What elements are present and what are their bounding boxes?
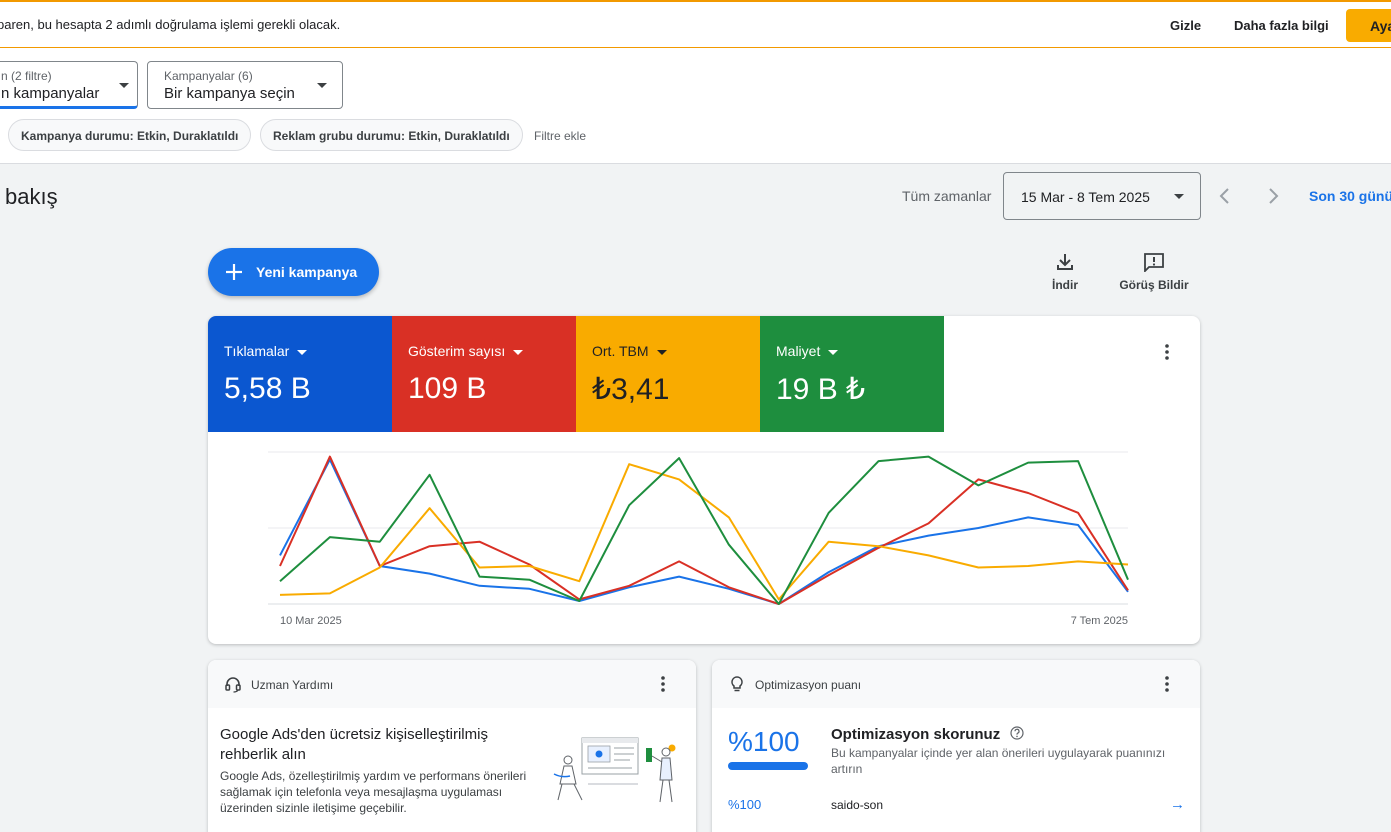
caret-down-icon [828, 349, 839, 355]
plus-icon [226, 264, 242, 280]
banner-message: paren, bu hesapta 2 adımlı doğrulama işl… [0, 17, 341, 32]
support-illustration-icon [553, 737, 676, 803]
metric-label: Maliyet [776, 343, 821, 359]
series-layer [279, 455, 1129, 605]
download-label: İndir [1052, 278, 1078, 292]
series-line-3 [279, 455, 1129, 605]
view-selector[interactable]: n (2 filtre) n kampanyalar [0, 61, 138, 109]
feedback-icon [1144, 253, 1164, 272]
new-campaign-label: Yeni kampanya [256, 264, 358, 280]
campaign-selector[interactable]: Kampanyalar (6) Bir kampanya seçin [147, 61, 343, 109]
chevron-down-icon [317, 83, 327, 88]
metric-value: 109 B [408, 372, 487, 405]
metric-label: Ort. TBM [592, 343, 649, 359]
metric-cost[interactable]: Maliyet 19 B ₺ [760, 316, 944, 432]
date-range-picker[interactable]: 15 Mar - 8 Tem 2025 [1003, 172, 1201, 220]
card-title: Optimizasyon puanı [755, 678, 862, 692]
headset-icon [225, 677, 241, 693]
chevron-left-icon[interactable] [1215, 186, 1235, 206]
optimization-score-value: %100 [728, 726, 800, 757]
caret-down-icon [656, 349, 667, 355]
add-filter-button[interactable]: Filtre ekle [534, 129, 587, 143]
expert-help-body: Google Ads, özelleştirilmiş yardım ve pe… [220, 769, 527, 815]
x-tick-start: 10 Mar 2025 [280, 615, 342, 627]
arrow-right-icon[interactable]: → [1170, 796, 1185, 813]
series-line-0 [279, 458, 1129, 605]
date-range-label: Tüm zamanlar [902, 188, 992, 204]
caret-down-icon [513, 349, 524, 355]
hide-banner-button[interactable]: Gizle [1170, 18, 1202, 33]
view-selector-value: n kampanyalar [1, 85, 100, 102]
expert-help-card: Uzman Yardımı Google Ads'den ücretsiz ki… [208, 660, 696, 832]
metric-impressions[interactable]: Gösterim sayısı 109 B [392, 316, 576, 432]
more-vert-icon[interactable] [1165, 344, 1169, 360]
chevron-down-icon [119, 83, 129, 88]
more-vert-icon[interactable] [1165, 676, 1169, 692]
x-tick-end: 7 Tem 2025 [1071, 615, 1128, 627]
lightbulb-icon [731, 676, 743, 692]
metric-avg-cpc[interactable]: Ort. TBM ₺3,41 [576, 316, 760, 432]
notification-banner: paren, bu hesapta 2 adımlı doğrulama işl… [0, 0, 1391, 48]
download-button[interactable]: İndir [1050, 252, 1080, 292]
caret-down-icon [297, 349, 308, 355]
date-range-value: 15 Mar - 8 Tem 2025 [1021, 189, 1150, 205]
optimization-score-bar [728, 762, 808, 770]
metric-label: Gösterim sayısı [408, 343, 506, 359]
performance-card: Tıklamalar 5,58 B Gösterim sayısı 109 B … [208, 316, 1200, 644]
campaign-selector-label: Kampanyalar (6) [164, 69, 253, 83]
new-campaign-button[interactable]: Yeni kampanya [208, 248, 379, 296]
metric-value: 5,58 B [224, 372, 311, 405]
performance-chart: 10 Mar 2025 7 Tem 2025 [268, 451, 1129, 627]
expert-help-heading: Google Ads'den ücretsiz kişiselleştirilm… [220, 726, 488, 763]
filter-chip-campaign-status[interactable]: Kampanya durumu: Etkin, Duraklatıldı [8, 119, 252, 151]
filter-area: n (2 filtre) n kampanyalar Kampanyalar (… [0, 48, 1391, 164]
feedback-button[interactable]: Görüş Bildir [1118, 252, 1190, 292]
download-icon [1057, 254, 1073, 270]
optimization-score-card: Optimizasyon puanı %100 Optimizasyon sko… [712, 660, 1200, 832]
filter-chip-adgroup-status[interactable]: Reklam grubu durumu: Etkin, Duraklatıldı [260, 119, 523, 151]
page-title: bakış [5, 184, 58, 209]
last-30-days-button[interactable]: Son 30 günü [1309, 188, 1391, 204]
card-title: Uzman Yardımı [251, 678, 334, 692]
optimization-description: Bu kampanyalar içinde yer alan önerileri… [831, 746, 1166, 776]
metric-value: ₺3,41 [592, 373, 670, 406]
more-info-link[interactable]: Daha fazla bilgi [1234, 18, 1329, 33]
campaign-name[interactable]: saido-son [831, 798, 884, 812]
view-selector-label: n (2 filtre) [1, 69, 52, 83]
optimization-heading-text: Optimizasyon skorunuz [831, 726, 1001, 743]
banner-setup-button[interactable]: Aya [1346, 9, 1391, 42]
card-header: Optimizasyon puanı [712, 660, 1200, 708]
campaign-optimization-score: %100 [728, 797, 762, 812]
feedback-label: Görüş Bildir [1119, 278, 1189, 292]
campaign-selector-value: Bir kampanya seçin [164, 85, 295, 102]
more-vert-icon[interactable] [661, 676, 665, 692]
chevron-right-icon[interactable] [1263, 186, 1283, 206]
metric-label: Tıklamalar [224, 343, 290, 359]
card-header: Uzman Yardımı [208, 660, 696, 708]
metric-clicks[interactable]: Tıklamalar 5,58 B [208, 316, 392, 432]
series-line-2 [279, 463, 1129, 601]
help-icon[interactable] [1010, 726, 1024, 740]
chevron-down-icon [1174, 194, 1184, 199]
metric-value: 19 B ₺ [776, 373, 866, 406]
optimization-heading: Optimizasyon skorunuz [831, 726, 1024, 743]
